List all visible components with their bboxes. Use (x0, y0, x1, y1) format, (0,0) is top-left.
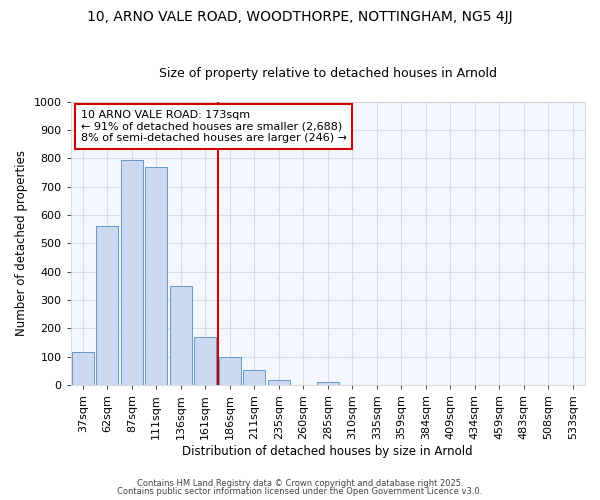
Bar (243, 370, 265, 385)
Bar (194, 338, 217, 385)
Bar (97, 226, 118, 385)
Bar (72, 352, 94, 385)
Bar (170, 286, 192, 385)
Text: 10, ARNO VALE ROAD, WOODTHORPE, NOTTINGHAM, NG5 4JJ: 10, ARNO VALE ROAD, WOODTHORPE, NOTTINGH… (87, 10, 513, 24)
Text: Contains public sector information licensed under the Open Government Licence v3: Contains public sector information licen… (118, 487, 482, 496)
X-axis label: Distribution of detached houses by size in Arnold: Distribution of detached houses by size … (182, 444, 473, 458)
Title: Size of property relative to detached houses in Arnold: Size of property relative to detached ho… (159, 66, 497, 80)
Bar (145, 166, 167, 385)
Y-axis label: Number of detached properties: Number of detached properties (15, 150, 28, 336)
Text: Contains HM Land Registry data © Crown copyright and database right 2025.: Contains HM Land Registry data © Crown c… (137, 478, 463, 488)
Bar (317, 382, 339, 385)
Bar (121, 160, 143, 385)
Bar (219, 356, 241, 385)
Text: 10 ARNO VALE ROAD: 173sqm
← 91% of detached houses are smaller (2,688)
8% of sem: 10 ARNO VALE ROAD: 173sqm ← 91% of detac… (81, 110, 347, 143)
Bar (268, 380, 290, 385)
